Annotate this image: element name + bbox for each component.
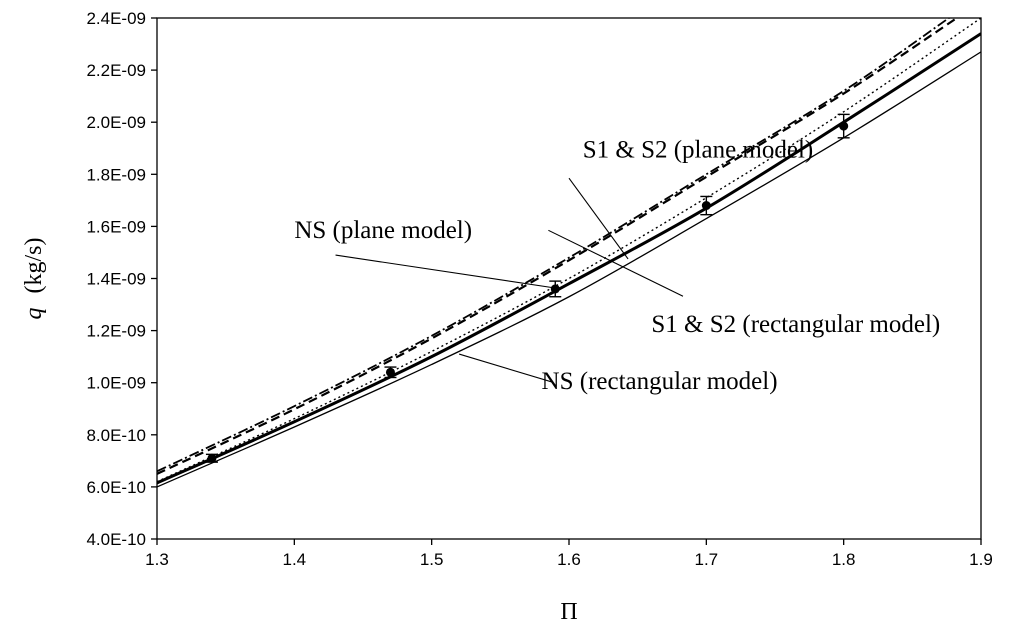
series-line-ns-rect (157, 51, 981, 488)
axis-ticks: 1.3 1.4 1.5 1.6 1.7 1.8 1.9 4.0E-10 6.0E-10 8.0E-… (86, 9, 992, 569)
y-axis-title: q (kg/s) (21, 238, 47, 320)
data-point (550, 284, 560, 294)
y-tick-label: 1.6E-09 (86, 217, 146, 236)
y-tick-label: 1.2E-09 (86, 322, 146, 341)
annotation-label: NS (plane model) (294, 217, 472, 244)
series-line-s1s2-plane-b (157, 18, 951, 473)
annotation-label: S1 & S2 (rectangular model) (651, 311, 940, 338)
data-point (701, 201, 711, 211)
x-tick-label: 1.4 (283, 550, 307, 569)
x-tick-label: 1.6 (557, 550, 581, 569)
y-tick-label: 2.0E-09 (86, 113, 146, 132)
y-tick-label: 2.2E-09 (86, 61, 146, 80)
y-tick-label: 2.4E-09 (86, 9, 146, 28)
y-tick-label: 6.0E-10 (86, 478, 146, 497)
series-line-s1s2-plane-a (157, 18, 959, 475)
x-tick-label: 1.3 (145, 550, 169, 569)
y-tick-label: 8.0E-10 (86, 426, 146, 445)
experimental-points (205, 113, 850, 463)
x-tick-label: 1.9 (969, 550, 993, 569)
annotation-label: S1 & S2 (plane model) (583, 136, 814, 163)
x-tick-label: 1.8 (832, 550, 856, 569)
series-line-s1s2-rect (157, 18, 981, 483)
annotation-leader (548, 229, 684, 297)
annotation-label: NS (rectangular model) (542, 368, 778, 395)
y-tick-label: 1.4E-09 (86, 270, 146, 289)
annotations: S1 & S2 (plane model) NS (plane model) S1 … (294, 136, 940, 395)
annotation-leader (568, 177, 629, 260)
plot-area (156, 17, 982, 540)
x-tick-label: 1.7 (695, 550, 719, 569)
series-layer (157, 18, 981, 488)
x-axis-title: Π (560, 599, 577, 625)
y-axis-unit: (kg/s) (21, 238, 47, 294)
y-tick-label: 1.8E-09 (86, 165, 146, 184)
y-tick-label: 4.0E-10 (86, 530, 146, 549)
data-point (207, 453, 217, 463)
x-tick-label: 1.5 (420, 550, 444, 569)
y-axis-variable: q (21, 308, 47, 320)
annotation-leader (458, 353, 553, 383)
plot-frame (156, 17, 982, 540)
data-point (839, 121, 849, 131)
y-tick-label: 1.0E-09 (86, 374, 146, 393)
data-point (385, 367, 395, 377)
annotation-leader (335, 254, 553, 289)
